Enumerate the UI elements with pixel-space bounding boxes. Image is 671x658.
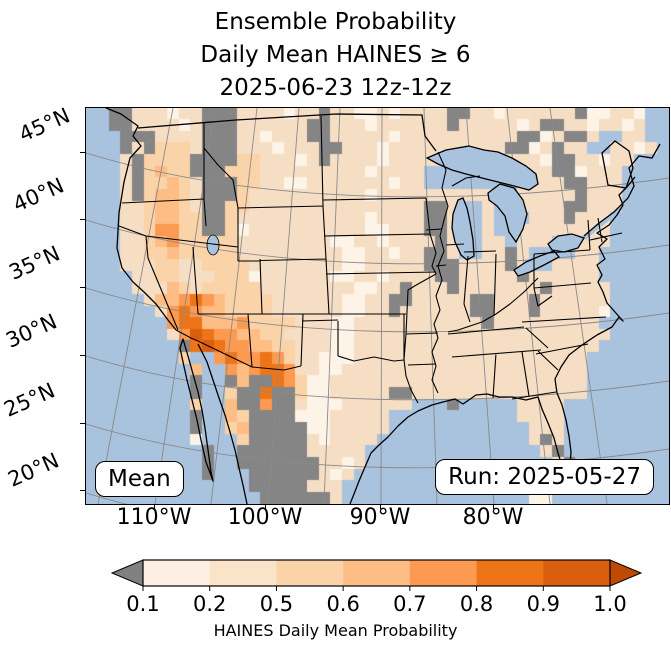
xtick-110w: 110°W xyxy=(116,505,192,530)
title-line-1: Ensemble Probability xyxy=(214,9,457,35)
colorbar-segment xyxy=(409,560,478,586)
ytick-35n: 35°N xyxy=(5,241,64,285)
title-line-2: Daily Mean HAINES ≥ 6 xyxy=(200,42,471,68)
xtick-80w: 80°W xyxy=(462,505,524,530)
colorbar-caption: HAINES Daily Mean Probability xyxy=(213,621,458,640)
colorbar-over-arrow xyxy=(609,559,643,587)
colorbar-tick-label: 0.2 xyxy=(193,592,227,616)
xtickmark xyxy=(493,503,494,509)
colorbar-tick-label: 0.8 xyxy=(459,592,494,616)
title-line-3: 2025-06-23 12z-12z xyxy=(219,75,452,101)
colorbar-tick-label: 0.6 xyxy=(326,592,360,616)
ytick-40n: 40°N xyxy=(9,173,68,217)
colorbar-segment xyxy=(143,560,211,586)
colorbar xyxy=(110,559,643,591)
colorbar-segment xyxy=(343,560,411,586)
ytick-45n: 45°N xyxy=(15,103,74,147)
probability-heatmap-canvas xyxy=(86,108,669,504)
member-badge: Mean xyxy=(95,461,184,497)
ytickmark xyxy=(80,423,86,424)
xtick-100w: 100°W xyxy=(227,505,303,530)
colorbar-tickmarks xyxy=(142,586,611,591)
colorbar-segment xyxy=(276,560,344,586)
colorbar-tick-label: 0.9 xyxy=(526,592,560,616)
colorbar-segment xyxy=(476,560,544,586)
colorbar-tick-label: 0.5 xyxy=(259,592,294,616)
run-badge: Run: 2025-05-27 xyxy=(435,459,654,495)
colorbar-segment xyxy=(209,560,277,586)
colorbar-tick-label: 0.7 xyxy=(393,592,427,616)
colorbar-segments xyxy=(143,560,611,586)
ytickmark xyxy=(80,152,86,153)
colorbar-tick-label: 1.0 xyxy=(593,592,627,616)
colorbar-segment xyxy=(543,560,611,586)
ytick-20n: 20°N xyxy=(4,448,63,492)
map-panel: Mean Run: 2025-05-27 xyxy=(85,107,670,505)
ytickmark xyxy=(80,490,86,491)
colorbar-under-arrow xyxy=(110,559,144,587)
xtick-90w: 90°W xyxy=(349,505,411,530)
ytickmark xyxy=(80,355,86,356)
colorbar-frame xyxy=(142,559,611,587)
ytick-25n: 25°N xyxy=(0,378,59,422)
colorbar-tick-label: 0.1 xyxy=(126,592,160,616)
ytickmark xyxy=(80,287,86,288)
ytick-30n: 30°N xyxy=(2,309,61,353)
xtickmark xyxy=(265,503,266,509)
xtickmark xyxy=(154,503,155,509)
xtickmark xyxy=(380,503,381,509)
ytickmark xyxy=(80,219,86,220)
